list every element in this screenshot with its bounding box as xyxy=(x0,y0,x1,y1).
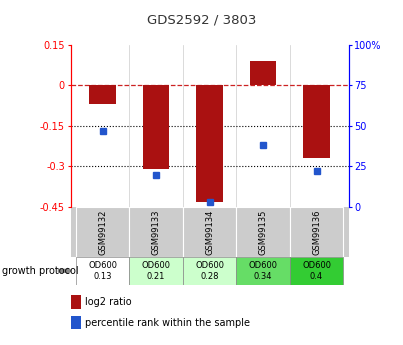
Text: log2 ratio: log2 ratio xyxy=(85,297,131,307)
Bar xyxy=(250,61,276,86)
Bar xyxy=(303,86,330,158)
Bar xyxy=(129,207,183,257)
Text: GDS2592 / 3803: GDS2592 / 3803 xyxy=(147,14,256,27)
Bar xyxy=(236,207,290,257)
Bar xyxy=(196,86,223,201)
Text: growth protocol: growth protocol xyxy=(2,266,79,276)
Text: GSM99132: GSM99132 xyxy=(98,209,107,255)
Bar xyxy=(236,257,290,285)
Bar xyxy=(129,257,183,285)
Text: OD600
0.28: OD600 0.28 xyxy=(195,261,224,281)
Bar xyxy=(76,257,129,285)
Text: GSM99135: GSM99135 xyxy=(259,209,268,255)
Bar xyxy=(76,207,129,257)
Text: OD600
0.4: OD600 0.4 xyxy=(302,261,331,281)
Bar xyxy=(143,86,169,169)
Text: OD600
0.21: OD600 0.21 xyxy=(141,261,170,281)
Bar xyxy=(290,207,343,257)
Bar xyxy=(290,257,343,285)
Bar xyxy=(89,86,116,104)
Text: OD600
0.13: OD600 0.13 xyxy=(88,261,117,281)
Bar xyxy=(183,207,236,257)
Bar xyxy=(183,257,236,285)
Text: OD600
0.34: OD600 0.34 xyxy=(249,261,278,281)
Text: percentile rank within the sample: percentile rank within the sample xyxy=(85,318,249,327)
Text: GSM99133: GSM99133 xyxy=(152,209,160,255)
Text: GSM99134: GSM99134 xyxy=(205,209,214,255)
Text: GSM99136: GSM99136 xyxy=(312,209,321,255)
